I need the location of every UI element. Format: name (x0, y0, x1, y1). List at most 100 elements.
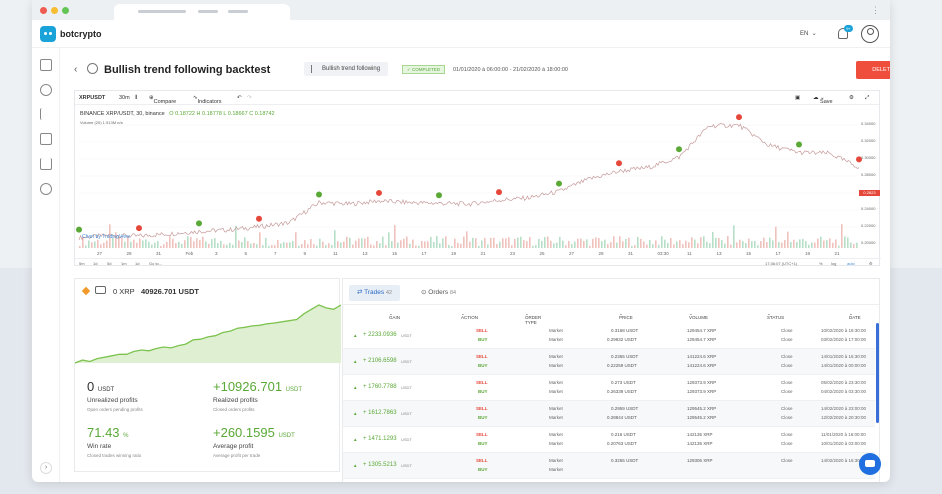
volume-bar (805, 241, 807, 248)
trade-marker[interactable] (736, 114, 742, 121)
robot-icon[interactable] (40, 84, 52, 96)
save-button[interactable]: ☁ Save ⌄ (813, 95, 833, 105)
log-toggle[interactable]: log (831, 261, 837, 266)
volume-bar (310, 239, 312, 248)
tab-trades[interactable]: ⇄ Trades 42 (349, 285, 400, 301)
minimize-dot-icon[interactable] (51, 7, 58, 14)
interval-select[interactable]: 30m (119, 95, 130, 101)
volume-bar (829, 238, 831, 248)
table-row[interactable]: ▲ + 1612.7863 USDT SELL BUY Market Market 0.295… (343, 401, 875, 427)
volume-bar (583, 240, 585, 248)
x-tick-label: 21 (834, 251, 840, 256)
strategy-chip[interactable]: Bullish trend following (304, 62, 389, 76)
language-select[interactable]: EN ⌄ (800, 31, 817, 37)
date-range: 01/01/2020 à 06:00:00 - 21/02/2020 à 18:… (453, 67, 568, 73)
dashboard-icon[interactable] (40, 59, 52, 71)
trade-marker[interactable] (856, 156, 862, 163)
delete-button[interactable]: DELETE (856, 61, 890, 79)
trade-marker[interactable] (796, 141, 802, 148)
trade-marker[interactable] (76, 226, 82, 233)
volume-bar (238, 240, 240, 248)
col-action[interactable]: ACTION ⌄ (461, 311, 479, 320)
price-chart[interactable]: XRPUSDT 30m ⫴ ⊕ Compare ∿ Indicators ↶ ↷… (74, 90, 881, 266)
volume-bar (571, 244, 573, 248)
kebab-menu-icon[interactable]: ⋮ (871, 5, 880, 15)
table-row[interactable]: ▲ + 1305.5213 USDT SELL BUY Market Market 0.326… (343, 453, 875, 479)
goto-date[interactable]: Go to... (149, 261, 163, 266)
redo-icon[interactable]: ↷ (247, 95, 252, 101)
x-tick-label: 13 (362, 251, 368, 256)
volume: 142136 XRP (687, 441, 713, 446)
trade-marker[interactable] (256, 215, 262, 222)
compare-button[interactable]: ⊕ Compare (149, 95, 177, 105)
range-1d-b[interactable]: 1d (135, 261, 140, 266)
wallet-icon[interactable] (40, 133, 52, 145)
chat-button[interactable] (859, 453, 881, 475)
col-volume[interactable]: VOLUME ⌄ (689, 311, 709, 320)
scrollbar[interactable] (876, 323, 879, 423)
settings-small-icon[interactable]: ⚙ (869, 261, 873, 266)
auto-toggle[interactable]: auto (847, 261, 855, 266)
percent-toggle[interactable]: % (819, 261, 823, 266)
range-1m[interactable]: 1m (121, 261, 127, 266)
col-date[interactable]: DATE ⌄ (849, 311, 861, 320)
symbol-search[interactable]: XRPUSDT (79, 95, 106, 101)
col-order-type[interactable]: ORDER TYPE ⌄ (525, 311, 542, 325)
volume-bar (703, 236, 705, 248)
trade-marker[interactable] (316, 191, 322, 198)
table-row[interactable]: ▲ + 1471.1293 USDT SELL BUY Market Market 0.216… (343, 427, 875, 453)
trade-marker[interactable] (196, 220, 202, 227)
undo-icon[interactable]: ↶ (237, 95, 242, 101)
volume-bar (199, 240, 201, 248)
close-dot-icon[interactable] (40, 7, 47, 14)
back-icon[interactable]: ‹ (74, 64, 78, 75)
profit-area (75, 305, 341, 363)
brand-name[interactable]: botcrypto (60, 29, 102, 39)
trade-marker[interactable] (676, 146, 682, 153)
cart-icon[interactable] (40, 158, 52, 170)
settings-icon[interactable]: ⚙ (849, 95, 854, 101)
avatar[interactable] (861, 25, 879, 43)
volume-bar (136, 242, 138, 248)
maximize-dot-icon[interactable] (62, 7, 69, 14)
info-icon[interactable] (40, 183, 52, 195)
chart-plot[interactable] (75, 105, 881, 257)
table-row[interactable]: ▲ + 1760.7788 USDT SELL BUY Market Market 0.273… (343, 375, 875, 401)
table-row[interactable]: ▲ + 2106.6598 USDT SELL BUY Market Market 0.236… (343, 349, 875, 375)
volume-bar (352, 244, 354, 248)
unrealized-value: 0 USDT (87, 379, 115, 394)
tab-orders[interactable]: ⊙ Orders 84 (421, 289, 456, 296)
volume-bar (184, 240, 186, 248)
expand-sidebar-icon[interactable]: › (40, 462, 52, 474)
indicators-button[interactable]: ∿ Indicators (193, 95, 222, 105)
fullscreen-icon[interactable]: ⤢ (865, 95, 870, 101)
trade-marker[interactable] (556, 180, 562, 187)
strategy-icon[interactable] (40, 108, 52, 120)
trade-marker[interactable] (436, 192, 442, 199)
range-1d[interactable]: 1d (93, 261, 98, 266)
volume-bar (757, 245, 759, 248)
range-5d[interactable]: 5d (107, 261, 112, 266)
col-gain[interactable]: GAIN ⌄ (389, 311, 401, 320)
volume-bar (445, 236, 447, 248)
bar-style-icon[interactable]: ⫴ (135, 95, 138, 101)
trade-marker[interactable] (616, 160, 622, 167)
col-price[interactable]: PRICE ⌄ (619, 311, 633, 320)
trade-marker[interactable] (136, 225, 142, 232)
tradingview-link[interactable]: Chart by TradingView (82, 234, 130, 240)
volume-bar (79, 246, 81, 248)
volume-bar (502, 238, 504, 248)
table-row[interactable]: ▲ + 2233.0936 USDT SELL BUY Market Market 0.316… (343, 323, 875, 349)
status: Close (781, 415, 793, 420)
range-5m[interactable]: 5m (79, 261, 85, 266)
col-status[interactable]: STATUS ⌄ (767, 311, 785, 320)
x-tick-label: Feb (185, 251, 194, 256)
camera-icon[interactable]: ▣ (795, 95, 801, 101)
trade-marker[interactable] (376, 189, 382, 196)
volume-bar (370, 244, 372, 248)
botcrypto-logo-icon[interactable] (40, 26, 56, 42)
trade-marker[interactable] (496, 189, 502, 196)
avg-profit-label: Average profit (213, 443, 254, 450)
volume-bar (685, 240, 687, 248)
bell-icon[interactable] (838, 28, 848, 39)
